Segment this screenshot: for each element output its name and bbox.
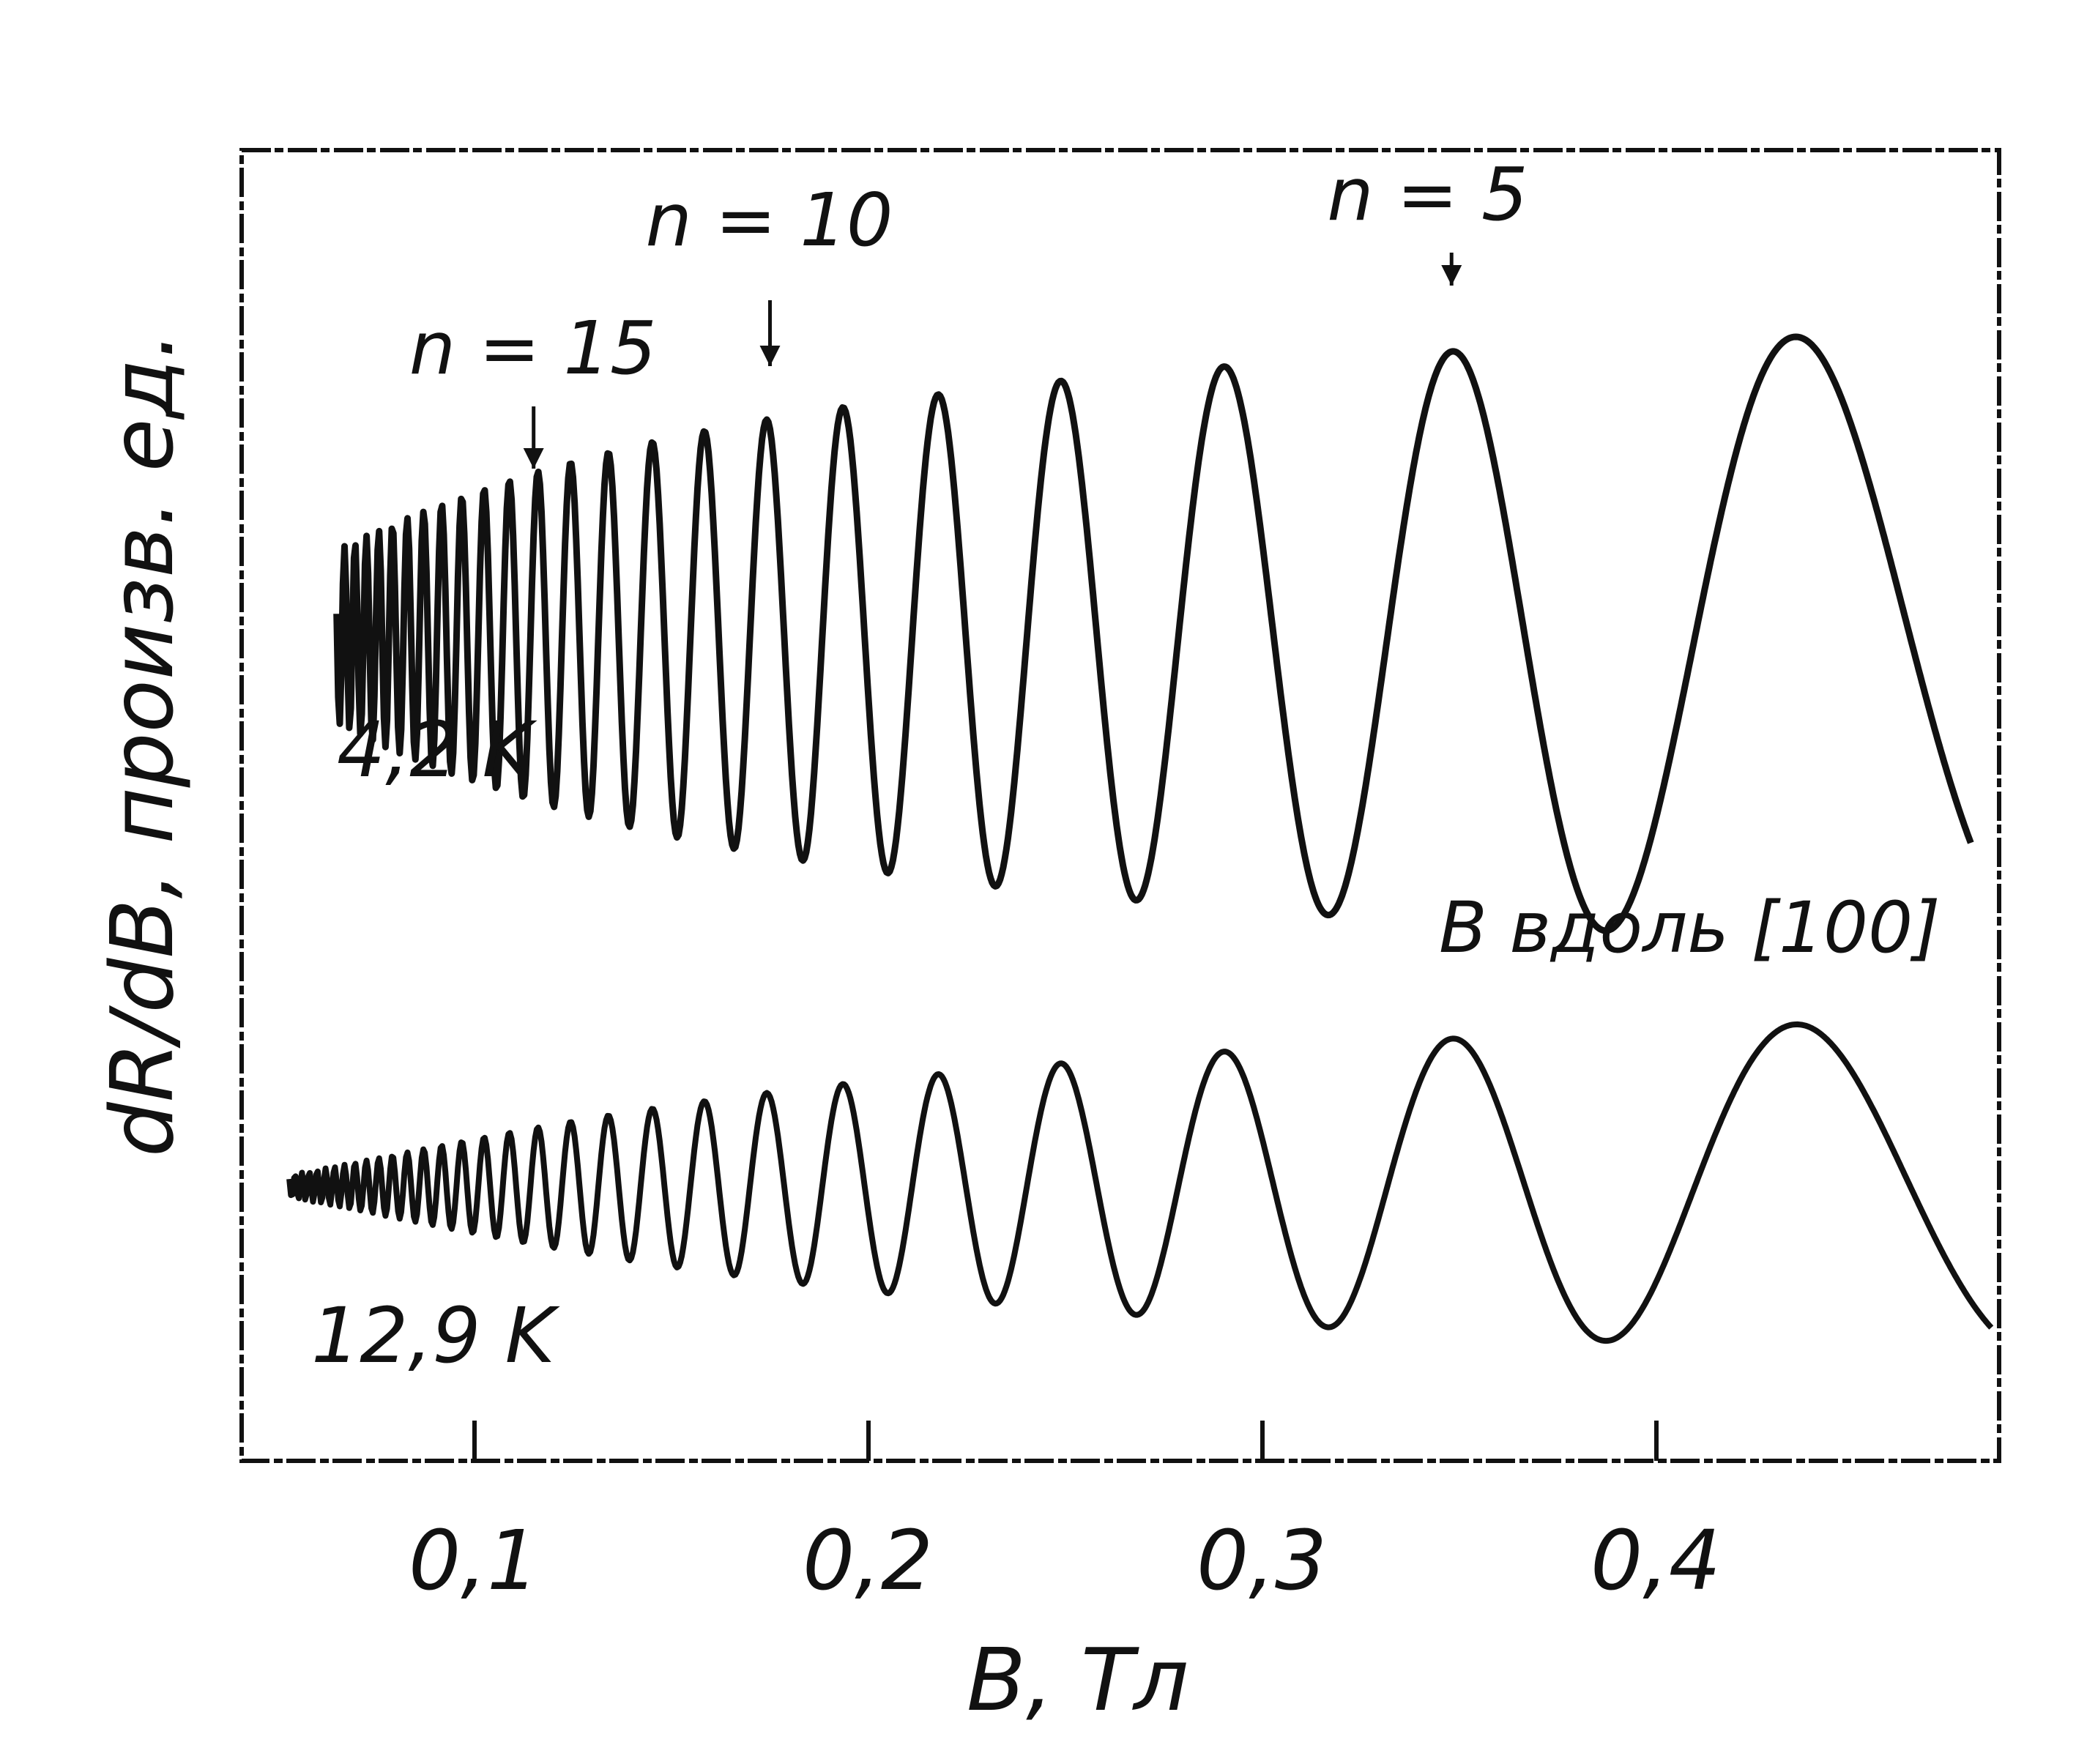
x-tick-label-1: 0,1 (409, 1514, 539, 1609)
x-tick-label-2: 0,2 (803, 1514, 933, 1609)
curves (286, 333, 1994, 1344)
x-ticks: 0,1 0,2 0,3 0,4 (409, 1421, 1721, 1609)
annotation-label-2: n = 10 (646, 177, 893, 263)
curve-label-4-2k: 4,2 K (337, 705, 537, 794)
annotation-label-1: n = 15 (409, 305, 657, 391)
plot-frame (239, 148, 2001, 1463)
series-line-2 (286, 1021, 1994, 1344)
field-orientation-note: B вдоль [100] (1439, 887, 1941, 969)
x-axis-label: B, Тл (967, 1629, 1188, 1730)
annotation-arrowhead-3 (1441, 265, 1462, 286)
x-tick-label-4: 0,4 (1591, 1514, 1721, 1609)
annotations: n = 15 n = 10 n = 5 (409, 152, 1528, 469)
annotation-arrowhead-1 (523, 448, 544, 469)
annotation-arrowhead-2 (759, 346, 781, 366)
x-tick-label-3: 0,3 (1197, 1514, 1327, 1609)
y-axis-label: dR/dB, произв. ед. (92, 332, 193, 1157)
curve-label-12-9k: 12,9 K (311, 1291, 561, 1380)
series-line-1 (333, 333, 1974, 934)
annotation-label-3: n = 5 (1327, 152, 1528, 237)
